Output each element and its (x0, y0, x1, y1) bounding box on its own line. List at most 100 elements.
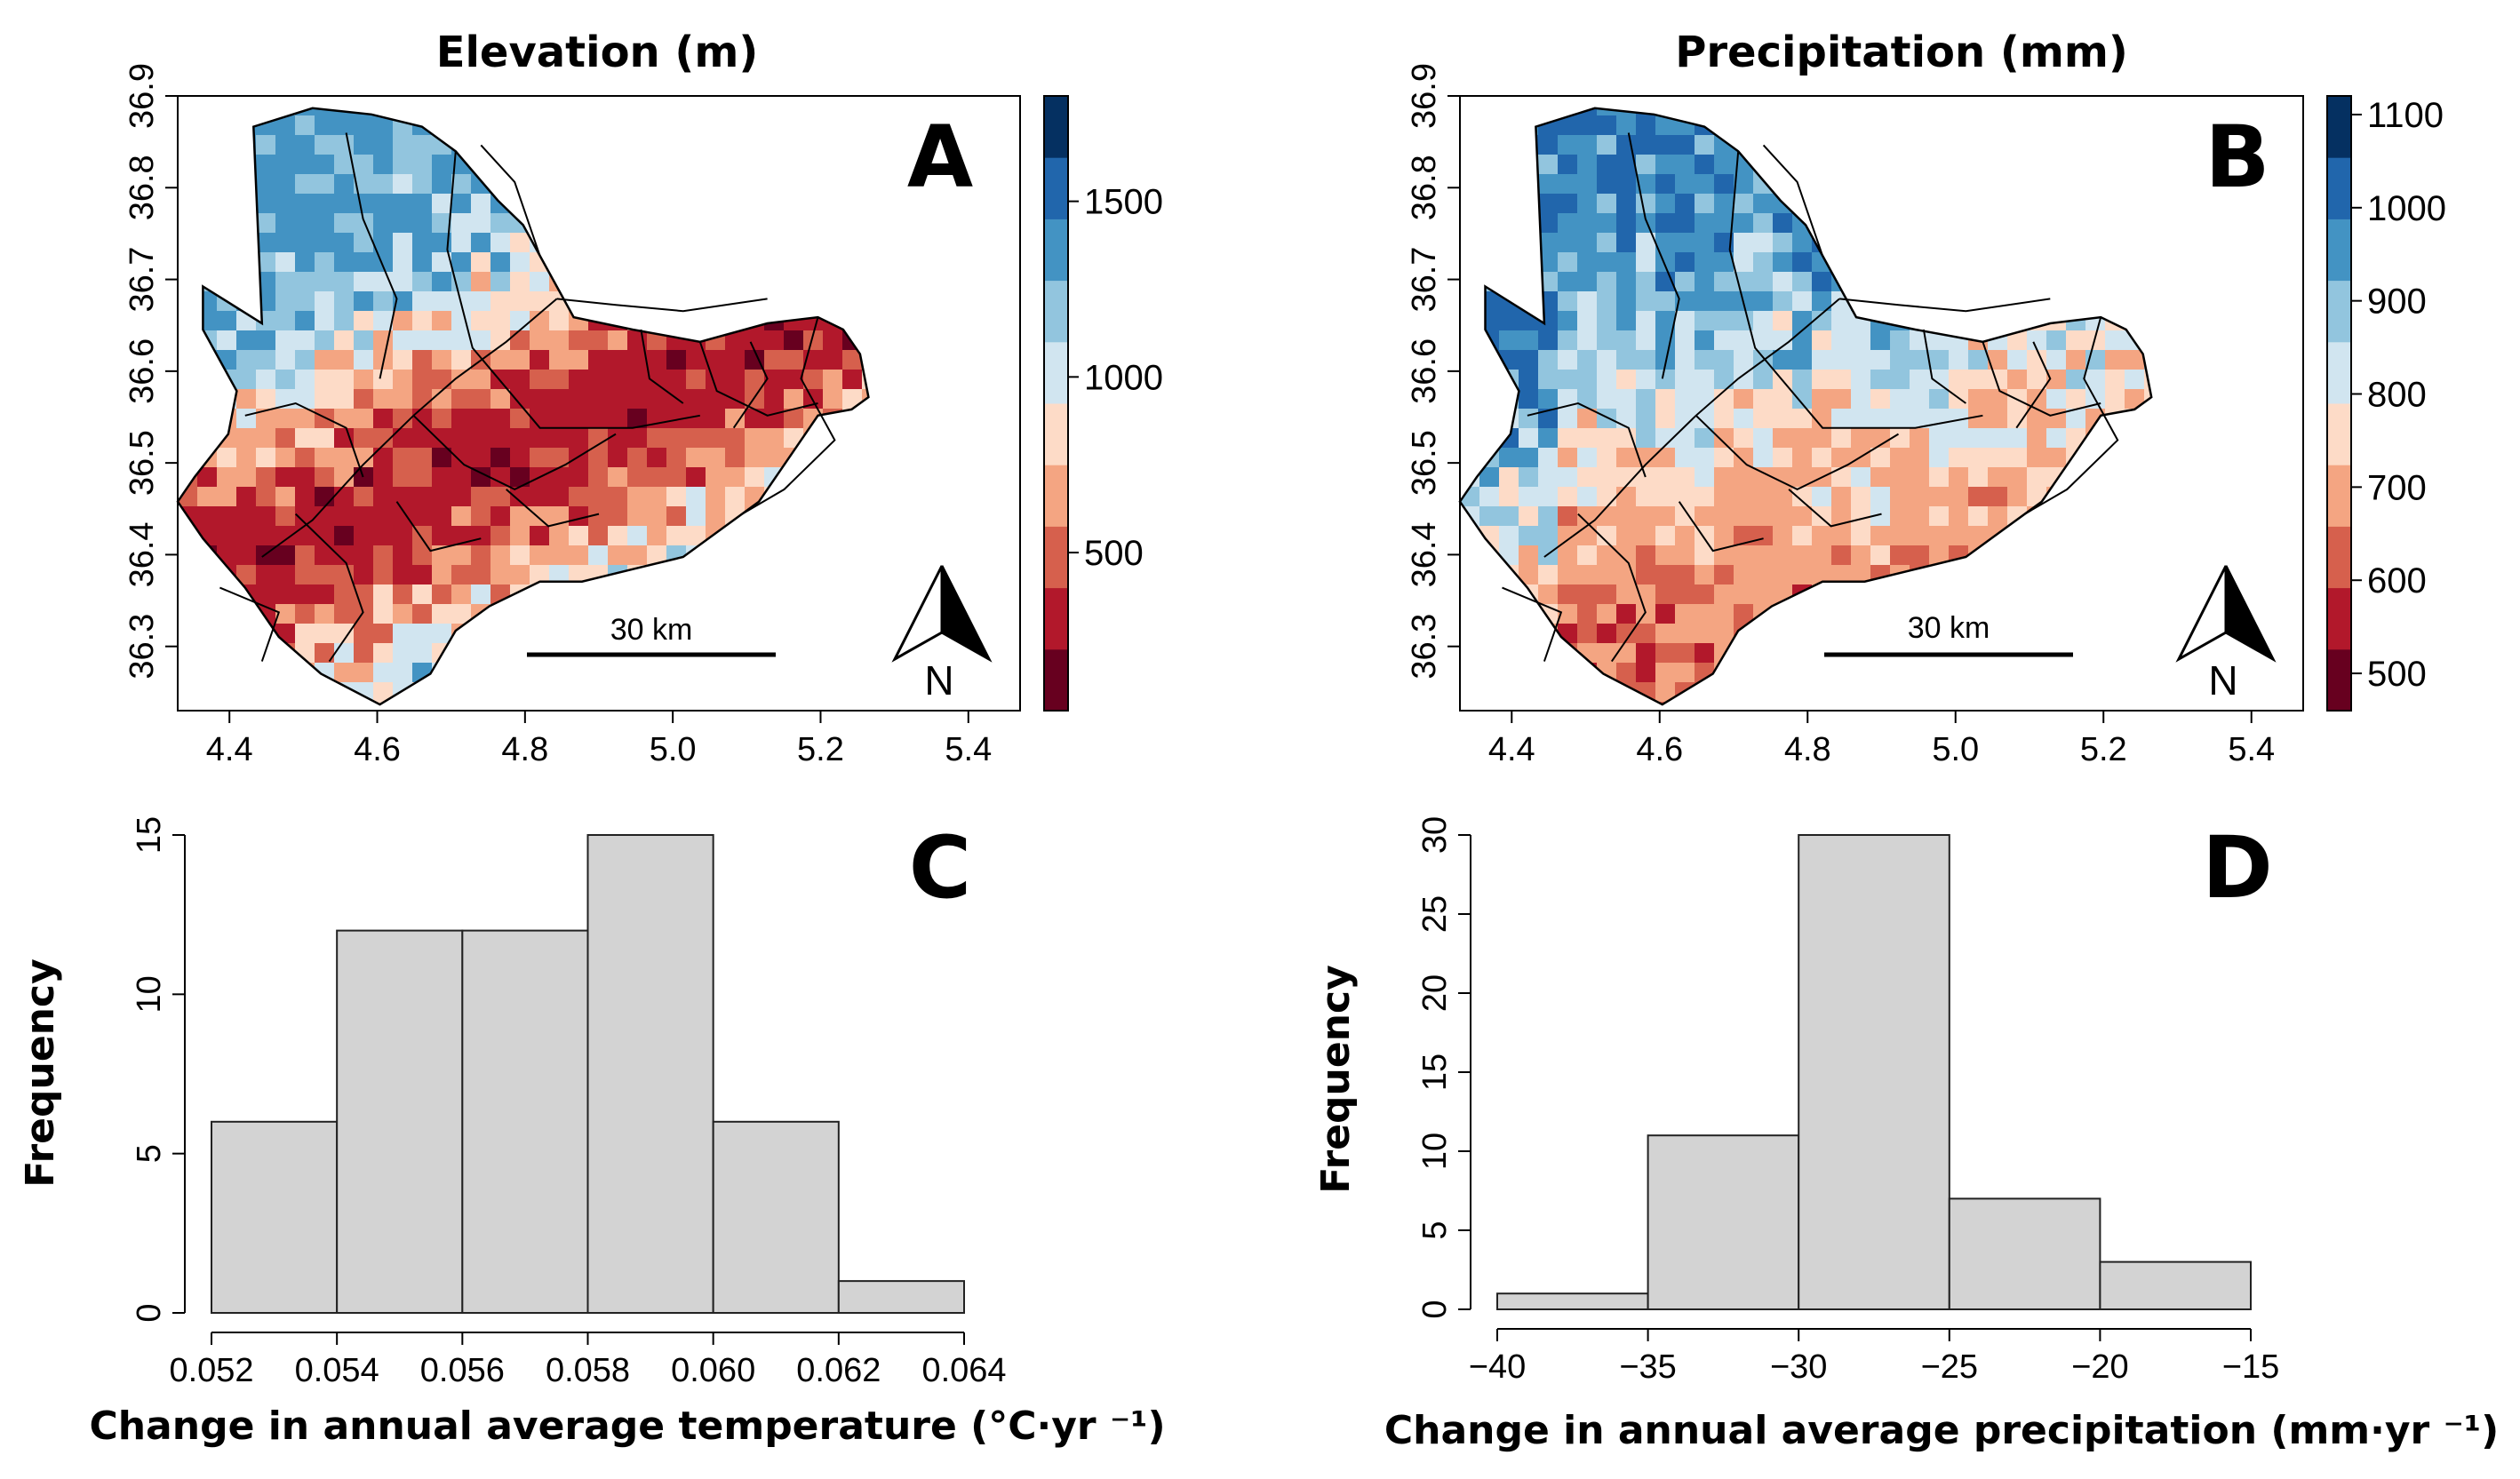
map-cell (666, 350, 686, 370)
map-cell (1968, 350, 1988, 370)
map-cell (1734, 213, 1753, 233)
map-cell (2164, 174, 2183, 194)
map-cell (2164, 565, 2183, 584)
map-cell (510, 663, 530, 682)
map-cell (197, 409, 217, 428)
map-cell (608, 506, 627, 526)
map-cell (2066, 155, 2085, 174)
map-cell (627, 487, 647, 506)
map-cell (1597, 194, 1616, 213)
map-cell (373, 506, 393, 526)
map-cell (1831, 467, 1851, 487)
map-cell (1597, 389, 1616, 409)
map-cell (999, 448, 1018, 467)
map-cell (725, 174, 745, 194)
map-cell (1968, 252, 1988, 272)
map-cell (490, 135, 510, 155)
map-cell (921, 428, 940, 448)
district-boundary (1838, 298, 2051, 313)
map-cell (842, 682, 862, 702)
map-cell (1851, 370, 1870, 389)
map-cell (1929, 428, 1949, 448)
map-cell (393, 643, 412, 663)
map-cell (315, 115, 334, 135)
map-cell (979, 584, 999, 604)
map-cell (940, 389, 960, 409)
map-cell (432, 487, 451, 506)
map-cell (1910, 107, 1929, 115)
map-cell (2027, 467, 2046, 487)
colorbar-swatch (2327, 96, 2351, 158)
map-cell (1695, 272, 1714, 291)
map-cell (2027, 370, 2046, 389)
map-cell (334, 663, 354, 682)
map-cell (1597, 409, 1616, 428)
map-cell (1460, 663, 1479, 682)
map-cell (2281, 663, 2301, 682)
map-cell (1929, 545, 1949, 565)
map-cell (569, 174, 588, 194)
map-cell (1460, 330, 1479, 350)
map-cell (373, 213, 393, 233)
map-cell (627, 428, 647, 448)
map-cell (1519, 526, 1538, 545)
map-cell (490, 526, 510, 545)
map-cell (1675, 330, 1695, 350)
map-cell (1695, 311, 1714, 330)
map-cell (745, 409, 764, 428)
map-cell (2066, 194, 2085, 213)
map-cell (373, 428, 393, 448)
map-cell (608, 428, 627, 448)
map-cell (451, 194, 471, 213)
map-cell (823, 115, 842, 135)
map-cell (236, 233, 256, 252)
map-cell (1988, 565, 2007, 584)
map-cell (745, 467, 764, 487)
map-cell (530, 526, 549, 545)
map-cell (2281, 584, 2301, 604)
map-cell (784, 115, 803, 135)
map-cell (1499, 135, 1519, 155)
map-cell (1616, 506, 1636, 526)
map-cell (373, 174, 393, 194)
map-cell (275, 233, 295, 252)
y-tick-label: 36.5 (1406, 430, 1443, 496)
map-cell (1714, 213, 1734, 233)
map-cell (1988, 252, 2007, 272)
map-cell (295, 155, 315, 174)
map-cell (2007, 506, 2027, 526)
map-cell (745, 174, 764, 194)
map-cell (627, 155, 647, 174)
map-cell (2125, 174, 2144, 194)
map-cell (354, 370, 373, 389)
map-cell (217, 135, 236, 155)
map-cell (1929, 565, 1949, 584)
map-cell (979, 526, 999, 545)
map-cell (666, 330, 686, 350)
map-cell (921, 506, 940, 526)
map-cell (1792, 107, 1812, 115)
map-cell (745, 115, 764, 135)
map-cell (803, 448, 823, 467)
map-cell (686, 409, 706, 428)
map-cell (549, 370, 569, 389)
map-cell (2222, 506, 2242, 526)
map-cell (490, 624, 510, 643)
map-cell (862, 174, 869, 194)
map-cell (1499, 213, 1519, 233)
map-cell (471, 584, 490, 604)
map-cell (1597, 252, 1616, 272)
map-cell (940, 213, 960, 233)
map-cell (862, 565, 869, 584)
map-cell (2066, 487, 2085, 506)
map-cell (2164, 584, 2183, 604)
map-cell (608, 155, 627, 174)
map-cell (2085, 584, 2105, 604)
map-cell (1929, 526, 1949, 545)
map-cell (725, 428, 745, 448)
map-cell (1577, 409, 1597, 428)
map-cell (1577, 389, 1597, 409)
map-cell (217, 448, 236, 467)
map-cell (2027, 565, 2046, 584)
map-cell (334, 155, 354, 174)
